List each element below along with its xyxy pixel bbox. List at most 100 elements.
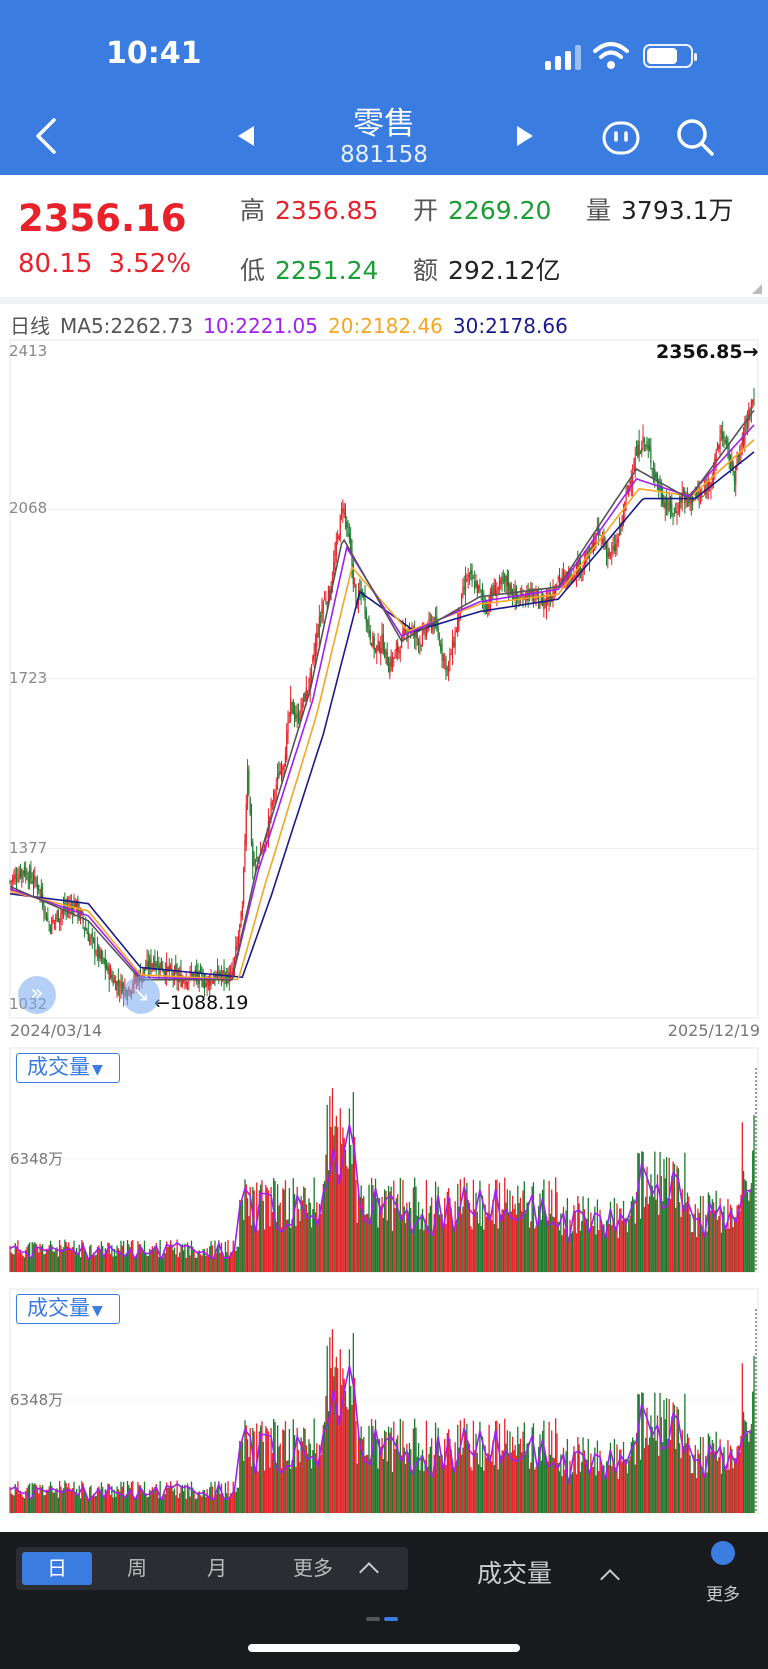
volume-bar <box>147 1496 150 1513</box>
tab-day[interactable]: 日 <box>22 1552 92 1585</box>
tab-month[interactable]: 月 <box>207 1556 227 1580</box>
ma20-value: 20:2182.46 <box>328 314 443 338</box>
volume-bar <box>745 1181 747 1272</box>
expand-corner-icon[interactable] <box>752 284 762 294</box>
candle-body <box>53 920 55 922</box>
zoom-icon[interactable]: ↘ <box>122 976 160 1014</box>
candle-body <box>184 982 186 984</box>
candle-body <box>521 595 523 597</box>
previous-stock-icon[interactable] <box>236 124 256 148</box>
volume-bar <box>316 1202 318 1272</box>
candle-body <box>183 980 185 982</box>
candle-body <box>514 589 516 599</box>
candle-body <box>604 545 606 548</box>
volume-bar <box>474 1450 476 1513</box>
volume-bar <box>536 1462 539 1513</box>
volume-bar <box>668 1398 670 1513</box>
volume-bar <box>53 1251 56 1272</box>
volume-bar <box>518 1444 520 1513</box>
volume-bar <box>66 1246 69 1272</box>
volume-bar <box>205 1255 207 1272</box>
candle-body <box>321 608 323 621</box>
candle-body <box>100 950 102 960</box>
volume-bar <box>404 1223 407 1272</box>
volume-bar <box>481 1195 484 1272</box>
volume-bar <box>60 1486 62 1513</box>
candle-body <box>220 975 223 977</box>
volume-bar <box>739 1452 741 1513</box>
volume-bar <box>642 1392 644 1513</box>
candle-body <box>316 632 318 647</box>
assistant-robot-icon[interactable] <box>601 118 641 158</box>
volume-bar <box>154 1487 156 1513</box>
tab-more[interactable]: 更多 <box>293 1556 333 1580</box>
indicator-select-button-2[interactable]: 成交量 ▼ <box>16 1294 120 1324</box>
charts-canvas[interactable] <box>0 0 768 1532</box>
volume-bar <box>47 1491 49 1513</box>
back-icon[interactable] <box>30 116 66 156</box>
volume-bar <box>327 1411 330 1513</box>
volume-bar <box>149 1248 151 1272</box>
candle-body <box>629 479 631 486</box>
candle-body <box>107 965 109 972</box>
volume-bar <box>407 1452 409 1513</box>
volume-bar <box>612 1459 614 1513</box>
tab-week[interactable]: 周 <box>127 1556 147 1580</box>
volume-bar <box>175 1495 177 1513</box>
volume-bar <box>338 1174 340 1272</box>
candle-body <box>374 649 377 651</box>
candle-body <box>680 497 682 502</box>
volume-bar <box>450 1208 452 1272</box>
candle-body <box>679 498 681 513</box>
candle-body <box>746 418 749 426</box>
candle-body <box>19 869 22 877</box>
volume-bar <box>454 1201 456 1272</box>
candle-body <box>458 607 460 623</box>
volume-bar <box>608 1223 610 1272</box>
volume-bar <box>273 1418 275 1513</box>
volume-bar <box>617 1478 619 1513</box>
indicator-select-button[interactable]: 成交量 ▼ <box>16 1053 120 1083</box>
volume-bar <box>249 1428 251 1513</box>
high-value: 2356.85 <box>275 196 379 225</box>
volume-bar <box>574 1451 576 1513</box>
volume-bar <box>372 1426 374 1513</box>
volume-bar <box>513 1449 515 1513</box>
volume-bar <box>12 1494 14 1513</box>
volume-bar <box>89 1487 91 1513</box>
volume-bar <box>143 1240 146 1272</box>
candle-body <box>611 551 613 553</box>
volume-bar <box>646 1407 648 1513</box>
candle-body <box>664 502 666 509</box>
volume-bar <box>718 1457 720 1513</box>
volume-bar <box>125 1253 127 1272</box>
chevron-up-icon[interactable] <box>600 1569 620 1589</box>
more-icon[interactable] <box>711 1541 735 1565</box>
volume-bar <box>538 1446 540 1513</box>
expand-icon[interactable]: » <box>18 976 56 1014</box>
volume-bar <box>186 1483 189 1513</box>
candle-body <box>697 492 699 498</box>
volume-bar <box>389 1432 391 1513</box>
candle-body <box>624 501 626 511</box>
volume-bar <box>253 1431 255 1513</box>
volume-bar <box>384 1430 386 1513</box>
candle-body <box>595 533 597 545</box>
next-stock-icon[interactable] <box>515 124 535 148</box>
volume-bar <box>662 1201 664 1272</box>
more-label[interactable]: 更多 <box>706 1585 740 1605</box>
volume-bar <box>404 1464 407 1513</box>
candle-body <box>145 969 147 971</box>
volume-bar <box>104 1489 106 1513</box>
candle-body <box>582 565 584 571</box>
volume-bar <box>13 1254 15 1272</box>
candle-body <box>558 574 561 581</box>
volume-bar <box>252 1427 254 1513</box>
volume-bar <box>213 1498 215 1513</box>
candle-body <box>635 452 638 456</box>
volume-bar <box>714 1451 716 1513</box>
search-icon[interactable] <box>675 117 715 157</box>
volume-bar <box>213 1257 215 1272</box>
indicator-switch[interactable]: 成交量 <box>477 1559 553 1588</box>
chevron-up-icon[interactable] <box>359 1562 379 1582</box>
